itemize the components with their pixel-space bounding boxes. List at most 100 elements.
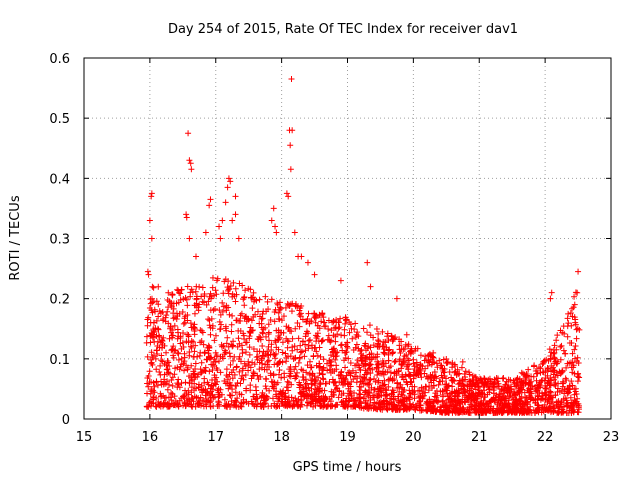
data-point [338, 332, 345, 339]
data-point [403, 398, 410, 405]
data-point [553, 337, 560, 344]
data-point [289, 403, 296, 410]
data-point [204, 344, 211, 351]
data-point [429, 359, 436, 366]
data-point [269, 383, 276, 390]
data-point [247, 286, 254, 293]
data-point [375, 338, 382, 345]
x-tick-label: 22 [537, 430, 554, 445]
data-point [306, 371, 313, 378]
data-point [299, 374, 306, 381]
data-point [347, 383, 354, 390]
data-point [456, 370, 463, 377]
data-point [233, 382, 240, 389]
data-point [365, 366, 372, 373]
chart-title: Day 254 of 2015, Rate Of TEC Index for r… [168, 22, 518, 37]
data-point [279, 339, 286, 346]
data-point [222, 349, 229, 356]
data-point [170, 300, 177, 307]
data-point [410, 375, 417, 382]
data-point [229, 312, 236, 319]
data-point [155, 326, 162, 333]
data-point [474, 384, 481, 391]
data-point [375, 330, 382, 337]
data-point [155, 313, 162, 320]
data-point [265, 403, 272, 410]
data-point [196, 301, 203, 308]
data-point [220, 290, 227, 297]
data-point [410, 360, 417, 367]
data-point [347, 372, 354, 379]
data-point [404, 381, 411, 388]
data-point [235, 235, 242, 242]
data-point [430, 349, 437, 356]
data-point [243, 398, 250, 405]
data-point [362, 399, 369, 406]
data-point [482, 401, 489, 408]
data-point [268, 217, 275, 224]
data-point [360, 325, 367, 332]
data-point [362, 367, 369, 374]
data-point [238, 403, 245, 410]
data-point [284, 378, 291, 385]
x-tick-label: 20 [405, 430, 422, 445]
data-point [280, 313, 287, 320]
data-point [388, 333, 395, 340]
data-point [398, 338, 405, 345]
data-point [148, 193, 155, 200]
data-point [558, 342, 565, 349]
data-point [418, 384, 425, 391]
y-tick-label: 0.6 [49, 52, 70, 67]
data-point [232, 211, 239, 218]
data-point [364, 353, 371, 360]
data-point [223, 307, 230, 314]
data-point [225, 343, 232, 350]
data-point [149, 361, 156, 368]
data-point [145, 271, 152, 278]
data-point [527, 403, 534, 410]
x-tick-label: 19 [339, 430, 356, 445]
data-point [576, 374, 583, 381]
data-point [247, 324, 254, 331]
data-point [375, 388, 382, 395]
data-point [267, 317, 274, 324]
data-point [439, 393, 446, 400]
data-point [445, 409, 452, 416]
data-point [153, 347, 160, 354]
data-point [443, 390, 450, 397]
data-point [324, 403, 331, 410]
data-point [243, 339, 250, 346]
data-point [222, 199, 229, 206]
data-point [393, 372, 400, 379]
data-point [366, 322, 373, 329]
data-point [177, 335, 184, 342]
data-point [416, 402, 423, 409]
data-point [169, 346, 176, 353]
data-point [342, 314, 349, 321]
data-point [410, 389, 417, 396]
data-point [351, 326, 358, 333]
data-point [380, 403, 387, 410]
data-point [380, 339, 387, 346]
data-point [384, 330, 391, 337]
data-point [180, 394, 187, 401]
data-point [233, 317, 240, 324]
data-point [350, 376, 357, 383]
data-point [425, 352, 432, 359]
data-point [380, 363, 387, 370]
data-point [209, 376, 216, 383]
data-point [212, 332, 219, 339]
data-point [256, 366, 263, 373]
data-point [448, 374, 455, 381]
data-point [170, 343, 177, 350]
data-point [281, 370, 288, 377]
data-point [321, 395, 328, 402]
data-point [572, 319, 579, 326]
data-point [390, 396, 397, 403]
data-point [216, 223, 223, 230]
data-point [550, 371, 557, 378]
data-point [531, 362, 538, 369]
data-point [311, 373, 318, 380]
data-point [298, 302, 305, 309]
data-point [213, 277, 220, 284]
